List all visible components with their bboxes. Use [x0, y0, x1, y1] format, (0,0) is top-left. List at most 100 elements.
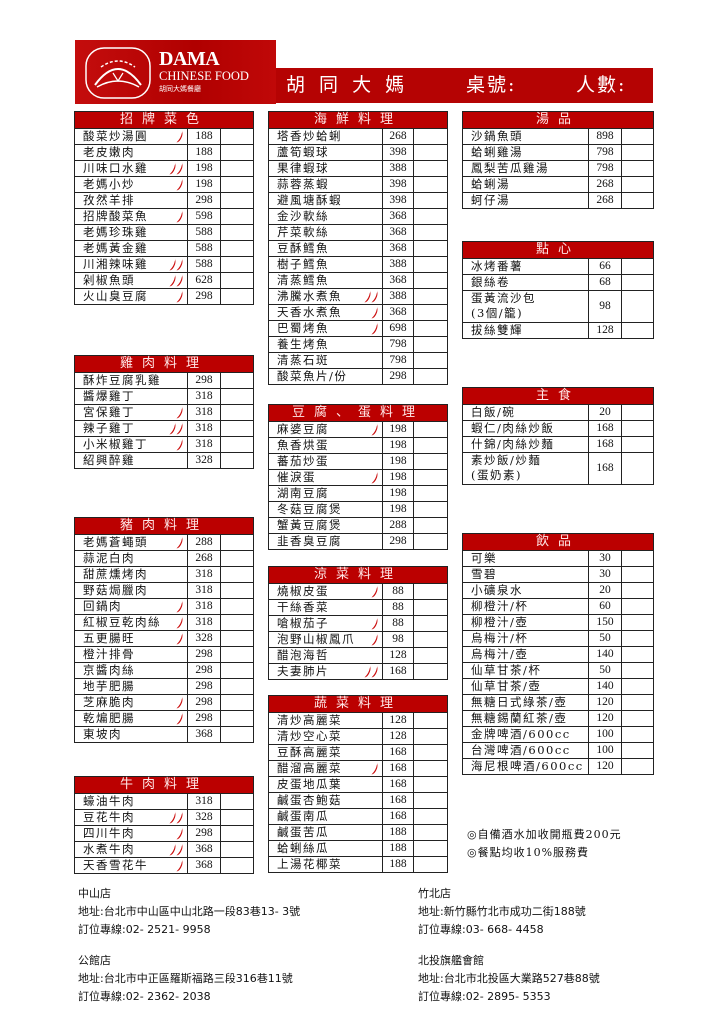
- quantity-cell[interactable]: [414, 486, 447, 501]
- quantity-cell[interactable]: [622, 583, 653, 598]
- quantity-cell[interactable]: [414, 273, 447, 288]
- quantity-cell[interactable]: [414, 438, 447, 453]
- quantity-cell[interactable]: [221, 535, 253, 550]
- quantity-cell[interactable]: [622, 177, 653, 192]
- quantity-cell[interactable]: [414, 632, 447, 647]
- quantity-cell[interactable]: [221, 453, 253, 468]
- quantity-cell[interactable]: [221, 567, 253, 582]
- quantity-cell[interactable]: [622, 405, 653, 420]
- quantity-cell[interactable]: [622, 259, 653, 274]
- quantity-cell[interactable]: [622, 129, 653, 144]
- quantity-cell[interactable]: [622, 647, 653, 662]
- quantity-cell[interactable]: [221, 695, 253, 710]
- quantity-cell[interactable]: [414, 841, 447, 856]
- quantity-cell[interactable]: [622, 145, 653, 160]
- quantity-cell[interactable]: [221, 209, 253, 224]
- quantity-cell[interactable]: [414, 470, 447, 485]
- quantity-cell[interactable]: [221, 647, 253, 662]
- quantity-cell[interactable]: [221, 727, 253, 742]
- quantity-cell[interactable]: [414, 600, 447, 615]
- quantity-cell[interactable]: [622, 679, 653, 694]
- quantity-cell[interactable]: [622, 437, 653, 452]
- quantity-cell[interactable]: [221, 289, 253, 304]
- quantity-cell[interactable]: [414, 793, 447, 808]
- quantity-cell[interactable]: [622, 615, 653, 630]
- quantity-cell[interactable]: [221, 373, 253, 388]
- quantity-cell[interactable]: [414, 422, 447, 437]
- quantity-cell[interactable]: [221, 631, 253, 646]
- quantity-cell[interactable]: [414, 257, 447, 272]
- quantity-cell[interactable]: [622, 727, 653, 742]
- quantity-cell[interactable]: [414, 353, 447, 368]
- quantity-cell[interactable]: [414, 761, 447, 776]
- quantity-cell[interactable]: [221, 599, 253, 614]
- quantity-cell[interactable]: [221, 858, 253, 873]
- quantity-cell[interactable]: [221, 161, 253, 176]
- quantity-cell[interactable]: [622, 161, 653, 176]
- quantity-cell[interactable]: [221, 405, 253, 420]
- quantity-cell[interactable]: [414, 129, 447, 144]
- quantity-cell[interactable]: [221, 273, 253, 288]
- quantity-cell[interactable]: [221, 257, 253, 272]
- quantity-cell[interactable]: [414, 664, 447, 679]
- quantity-cell[interactable]: [414, 321, 447, 336]
- quantity-cell[interactable]: [221, 810, 253, 825]
- quantity-cell[interactable]: [414, 729, 447, 744]
- quantity-cell[interactable]: [622, 759, 653, 774]
- quantity-cell[interactable]: [221, 225, 253, 240]
- quantity-cell[interactable]: [414, 745, 447, 760]
- quantity-cell[interactable]: [414, 305, 447, 320]
- quantity-cell[interactable]: [414, 518, 447, 533]
- quantity-cell[interactable]: [221, 794, 253, 809]
- quantity-cell[interactable]: [221, 711, 253, 726]
- quantity-cell[interactable]: [414, 454, 447, 469]
- quantity-cell[interactable]: [221, 241, 253, 256]
- quantity-cell[interactable]: [221, 583, 253, 598]
- quantity-cell[interactable]: [414, 857, 447, 872]
- quantity-cell[interactable]: [414, 777, 447, 792]
- quantity-cell[interactable]: [221, 826, 253, 841]
- quantity-cell[interactable]: [622, 291, 653, 322]
- quantity-cell[interactable]: [414, 337, 447, 352]
- quantity-cell[interactable]: [414, 145, 447, 160]
- quantity-cell[interactable]: [414, 209, 447, 224]
- quantity-cell[interactable]: [414, 177, 447, 192]
- quantity-cell[interactable]: [414, 809, 447, 824]
- quantity-cell[interactable]: [221, 615, 253, 630]
- quantity-cell[interactable]: [414, 713, 447, 728]
- quantity-cell[interactable]: [622, 193, 653, 208]
- quantity-cell[interactable]: [622, 711, 653, 726]
- quantity-cell[interactable]: [221, 177, 253, 192]
- quantity-cell[interactable]: [622, 453, 653, 484]
- quantity-cell[interactable]: [414, 648, 447, 663]
- quantity-cell[interactable]: [221, 437, 253, 452]
- quantity-cell[interactable]: [414, 369, 447, 384]
- quantity-cell[interactable]: [221, 193, 253, 208]
- quantity-cell[interactable]: [221, 129, 253, 144]
- quantity-cell[interactable]: [622, 421, 653, 436]
- quantity-cell[interactable]: [414, 825, 447, 840]
- quantity-cell[interactable]: [622, 631, 653, 646]
- quantity-cell[interactable]: [414, 193, 447, 208]
- quantity-cell[interactable]: [221, 145, 253, 160]
- quantity-cell[interactable]: [414, 161, 447, 176]
- quantity-cell[interactable]: [221, 421, 253, 436]
- quantity-cell[interactable]: [414, 616, 447, 631]
- quantity-cell[interactable]: [221, 551, 253, 566]
- quantity-cell[interactable]: [622, 323, 653, 338]
- quantity-cell[interactable]: [221, 389, 253, 404]
- quantity-cell[interactable]: [622, 275, 653, 290]
- quantity-cell[interactable]: [622, 599, 653, 614]
- quantity-cell[interactable]: [622, 695, 653, 710]
- quantity-cell[interactable]: [414, 584, 447, 599]
- quantity-cell[interactable]: [622, 663, 653, 678]
- quantity-cell[interactable]: [414, 289, 447, 304]
- quantity-cell[interactable]: [622, 567, 653, 582]
- quantity-cell[interactable]: [414, 241, 447, 256]
- quantity-cell[interactable]: [221, 842, 253, 857]
- quantity-cell[interactable]: [414, 225, 447, 240]
- quantity-cell[interactable]: [414, 502, 447, 517]
- quantity-cell[interactable]: [221, 679, 253, 694]
- quantity-cell[interactable]: [221, 663, 253, 678]
- quantity-cell[interactable]: [622, 551, 653, 566]
